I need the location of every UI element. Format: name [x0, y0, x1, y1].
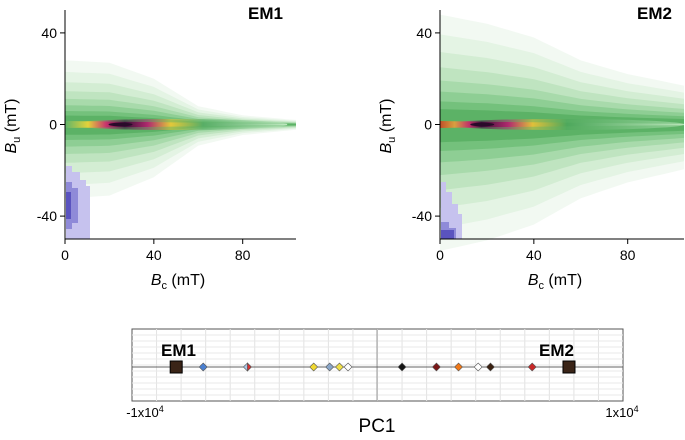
- em1-density-layers: [65, 60, 296, 199]
- panel-em1: 40 0 -40 0 40 80 EM1 Bc (mT) Bu (mT): [3, 4, 296, 292]
- em1-y-tick-label: 0: [49, 117, 57, 133]
- pc1-endmember-marker: [169, 360, 183, 374]
- em2-x-axis-label: Bc (mT): [528, 272, 582, 292]
- pc1-endmember-marker: [562, 360, 576, 374]
- em2-y-axis-label: Bu (mT): [378, 99, 398, 154]
- em2-y-tick-label: 40: [416, 25, 432, 41]
- em1-hist-light: [80, 180, 86, 239]
- pc1-tick-max: 1x104: [605, 404, 638, 420]
- pc1-sample-marker: [397, 362, 407, 372]
- pc1-sample-marker: [486, 362, 495, 372]
- pc1-sample-marker: [325, 362, 335, 372]
- em2-ticks: 40 0 -40 0 40 80: [412, 25, 636, 263]
- pc1-em1-label: EM1: [161, 341, 196, 360]
- em2-density-layers: [440, 14, 684, 251]
- pc1-sample-marker: [454, 362, 463, 372]
- pc1-sample-marker: [198, 362, 208, 372]
- em1-ticks: 40 0 -40 0 40 80: [37, 25, 251, 263]
- em2-y-tick-label: -40: [412, 208, 432, 224]
- em1-y-axis-label: Bu (mT): [3, 99, 23, 154]
- em2-x-tick-label: 0: [436, 247, 444, 263]
- em2-hist-light: [446, 192, 452, 239]
- em2-hist-light: [441, 182, 446, 239]
- em1-x-tick-label: 80: [235, 247, 251, 263]
- pc1-axis-title: PC1: [359, 416, 396, 435]
- em1-y-tick-label: 40: [41, 25, 57, 41]
- em2-ridge-peak: [470, 122, 495, 127]
- panel-em2: 40 0 -40 0 40 80 EM2 Bc (mT) Bu (mT): [378, 4, 684, 292]
- panel-pc1: EM1 EM2 -1x104 1x104 PC1: [126, 328, 639, 437]
- pc1-sample-marker: [335, 362, 344, 372]
- pc1-sample-marker: [431, 362, 441, 372]
- pc1-sample-marker: [527, 362, 537, 372]
- em2-x-tick-label: 80: [620, 247, 636, 263]
- em2-hist-light: [452, 204, 458, 239]
- pc1-sample-marker: [473, 362, 483, 372]
- pc1-markers: [169, 360, 576, 374]
- pc1-sample-marker-half: [247, 362, 252, 372]
- em1-hist-mid: [72, 188, 78, 223]
- em2-y-tick-label: 0: [424, 117, 432, 133]
- em1-y-tick-label: -40: [37, 208, 57, 224]
- em2-hist-dark: [441, 230, 454, 239]
- em1-ridge-peak: [108, 122, 133, 127]
- em2-title: EM2: [637, 4, 672, 23]
- em1-hist-dark: [66, 192, 71, 219]
- em1-x-tick-label: 0: [61, 247, 69, 263]
- em1-blue-histogram: [66, 166, 90, 239]
- em2-ridge: [440, 121, 684, 128]
- em1-title: EM1: [248, 4, 283, 23]
- em1-x-tick-label: 40: [146, 247, 162, 263]
- em2-x-tick-label: 40: [526, 247, 542, 263]
- em2-hist-light: [458, 214, 462, 239]
- em1-hist-light: [86, 186, 90, 239]
- em1-x-axis-label: Bc (mT): [151, 272, 205, 292]
- pc1-sample-marker: [343, 362, 353, 372]
- pc1-em2-label: EM2: [539, 341, 574, 360]
- pc1-sample-marker: [309, 362, 319, 372]
- em2-blue-histogram: [441, 182, 462, 239]
- pc1-tick-min: -1x104: [126, 404, 164, 420]
